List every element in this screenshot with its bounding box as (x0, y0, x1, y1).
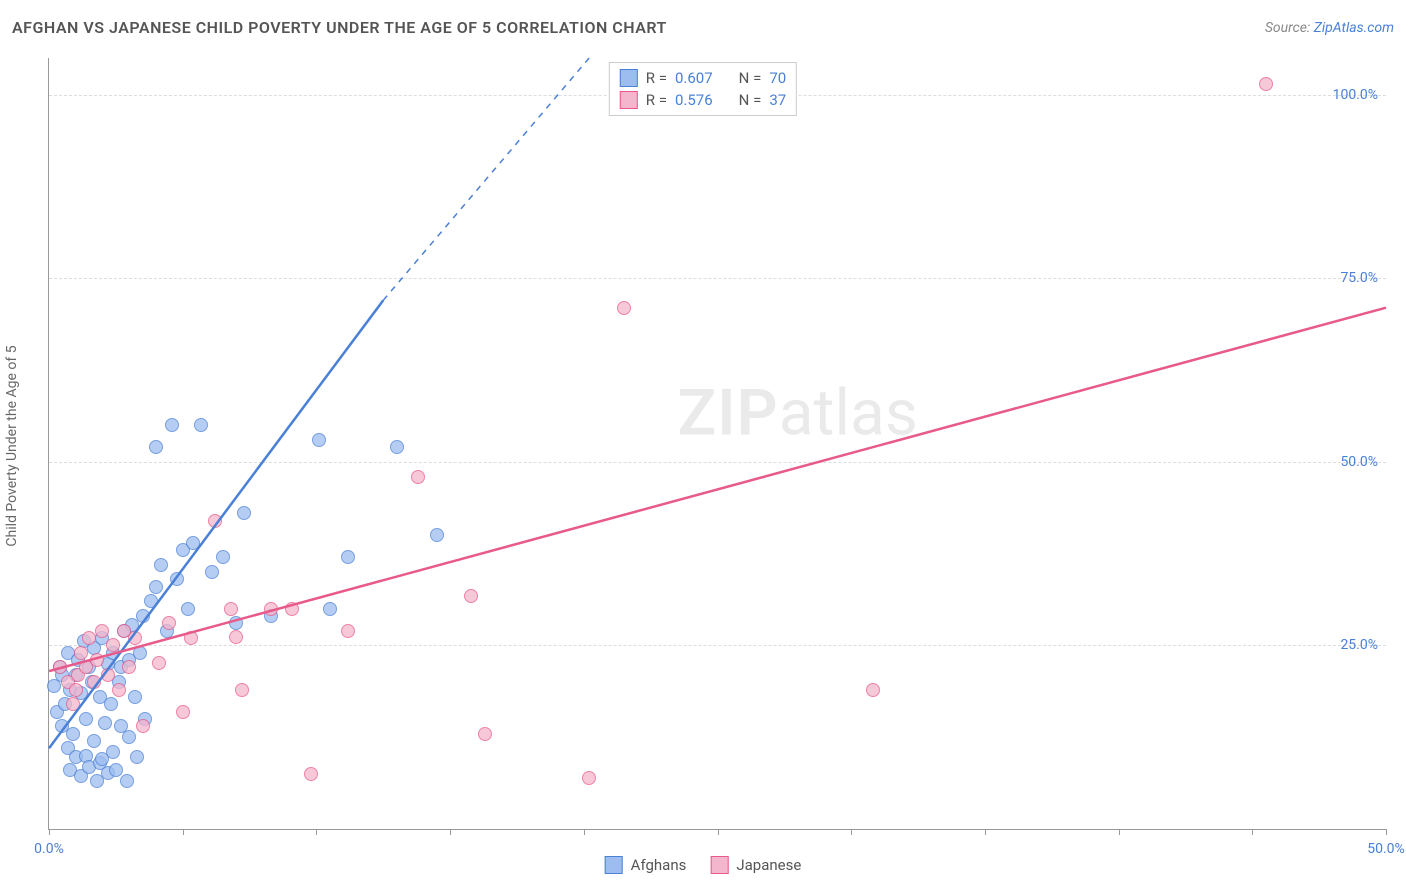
x-tick (183, 829, 184, 835)
legend-swatch (605, 856, 623, 874)
trendline (49, 308, 1386, 671)
x-tick (316, 829, 317, 835)
trendline (49, 300, 383, 748)
source-link[interactable]: ZipAtlas.com (1314, 20, 1394, 36)
x-tick (49, 829, 50, 835)
trendline-extrapolation (383, 58, 589, 300)
r-label: R = (646, 91, 667, 109)
legend-swatch (620, 69, 638, 87)
x-tick-label: 50.0% (1367, 841, 1405, 857)
r-label: R = (646, 69, 667, 87)
source-prefix: Source: (1265, 20, 1314, 36)
series-legend: Afghans Japanese (605, 856, 802, 874)
source-attribution: Source: ZipAtlas.com (1265, 20, 1394, 36)
x-tick (450, 829, 451, 835)
trendlines-layer (49, 58, 1386, 829)
r-value: 0.607 (675, 69, 713, 87)
x-tick (1252, 829, 1253, 835)
chart-title: AFGHAN VS JAPANESE CHILD POVERTY UNDER T… (12, 18, 667, 37)
n-value: 70 (769, 69, 786, 87)
x-tick (985, 829, 986, 835)
correlation-legend: R = 0.607 N = 70 R = 0.576 N = 37 (609, 62, 797, 116)
legend-item: Japanese (710, 856, 801, 874)
x-tick (851, 829, 852, 835)
legend-rn-row: R = 0.607 N = 70 (620, 67, 786, 89)
n-label: N = (739, 69, 762, 87)
legend-label: Afghans (631, 856, 687, 874)
legend-item: Afghans (605, 856, 687, 874)
n-label: N = (739, 91, 762, 109)
x-tick (584, 829, 585, 835)
y-axis-label: Child Poverty Under the Age of 5 (4, 345, 20, 546)
x-tick (1386, 829, 1387, 835)
x-tick-label: 0.0% (34, 841, 64, 857)
legend-swatch (620, 91, 638, 109)
legend-rn-row: R = 0.576 N = 37 (620, 89, 786, 111)
x-tick (718, 829, 719, 835)
legend-swatch (710, 856, 728, 874)
r-value: 0.576 (675, 91, 713, 109)
n-value: 37 (769, 91, 786, 109)
x-tick (1119, 829, 1120, 835)
scatter-plot-area: ZIPatlas 25.0%50.0%75.0%100.0%0.0%50.0% (48, 58, 1386, 830)
legend-label: Japanese (736, 856, 801, 874)
